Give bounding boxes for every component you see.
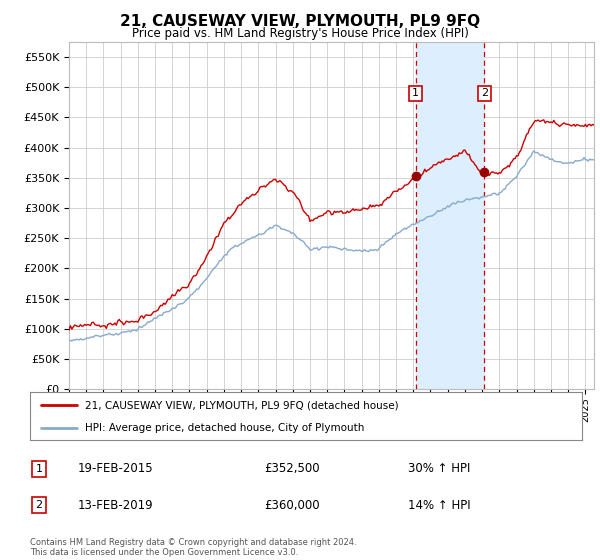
Text: Price paid vs. HM Land Registry's House Price Index (HPI): Price paid vs. HM Land Registry's House … (131, 27, 469, 40)
Text: 2: 2 (481, 88, 488, 99)
Text: 1: 1 (412, 88, 419, 99)
Text: 19-FEB-2015: 19-FEB-2015 (78, 462, 154, 475)
Text: 30% ↑ HPI: 30% ↑ HPI (408, 462, 470, 475)
Text: 1: 1 (35, 464, 43, 474)
Text: 2: 2 (35, 500, 43, 510)
Text: £352,500: £352,500 (264, 462, 320, 475)
Text: 13-FEB-2019: 13-FEB-2019 (78, 498, 154, 512)
Text: 14% ↑ HPI: 14% ↑ HPI (408, 498, 470, 512)
Text: HPI: Average price, detached house, City of Plymouth: HPI: Average price, detached house, City… (85, 423, 365, 433)
Text: £360,000: £360,000 (264, 498, 320, 512)
Text: 21, CAUSEWAY VIEW, PLYMOUTH, PL9 9FQ: 21, CAUSEWAY VIEW, PLYMOUTH, PL9 9FQ (120, 14, 480, 29)
Text: Contains HM Land Registry data © Crown copyright and database right 2024.
This d: Contains HM Land Registry data © Crown c… (30, 538, 356, 557)
Text: 21, CAUSEWAY VIEW, PLYMOUTH, PL9 9FQ (detached house): 21, CAUSEWAY VIEW, PLYMOUTH, PL9 9FQ (de… (85, 400, 399, 410)
Bar (415, 42, 484, 389)
